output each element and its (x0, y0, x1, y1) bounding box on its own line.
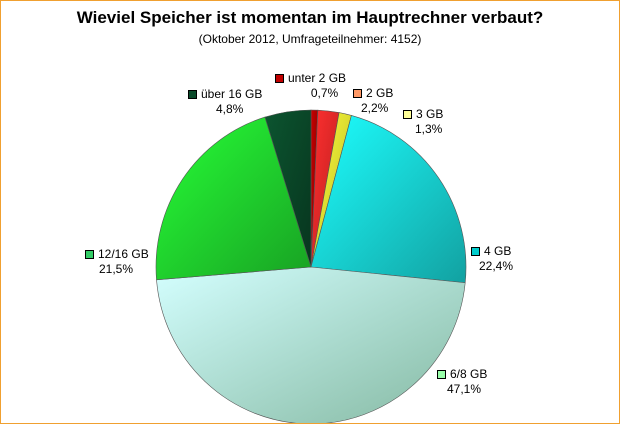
legend-swatch (188, 90, 197, 99)
slice-label-ueber-16gb: über 16 GB 4,8% (188, 87, 262, 117)
slice-label-text: über 16 GB (201, 87, 263, 101)
slice-percent: 1,3% (415, 122, 443, 136)
legend-swatch (85, 250, 94, 259)
pie-slice-4-gb (310, 115, 467, 284)
slice-label-unter-2gb: unter 2 GB 0,7% (275, 71, 346, 101)
pie-slice--ber-16-gb (264, 109, 312, 268)
slice-label-text: 6/8 GB (450, 367, 488, 381)
slice-label-2gb: 2 GB 2,2% (353, 86, 393, 116)
slice-label-text: 2 GB (366, 86, 394, 100)
slice-label-12-16gb: 12/16 GB 21,5% (85, 247, 149, 277)
slice-percent: 21,5% (99, 262, 134, 276)
slice-label-text: 4 GB (484, 244, 512, 258)
slice-percent: 47,1% (447, 382, 482, 396)
slice-label-6-8gb: 6/8 GB 47,1% (437, 367, 487, 397)
slice-label-text: 12/16 GB (98, 247, 149, 261)
legend-swatch (437, 370, 446, 379)
slice-percent: 22,4% (479, 259, 514, 273)
legend-swatch (353, 89, 362, 98)
slice-label-text: 3 GB (416, 107, 444, 121)
slice-label-3gb: 3 GB 1,3% (403, 107, 443, 137)
slice-percent: 2,2% (361, 101, 389, 115)
chart-subtitle: (Oktober 2012, Umfrageteilnehmer: 4152) (198, 32, 422, 46)
legend-swatch (471, 247, 480, 256)
legend-swatch (275, 74, 284, 83)
slice-percent: 0,7% (310, 86, 339, 100)
slice-label-4gb: 4 GB 22,4% (471, 244, 513, 274)
slice-percent: 4,8% (216, 102, 244, 116)
slice-label-text: unter 2 GB (288, 71, 347, 85)
pie-slice-12-16-gb (155, 116, 312, 281)
pie-slice-6-8-gb (156, 266, 466, 423)
legend-swatch (403, 110, 412, 119)
chart-title: Wieviel Speicher ist momentan im Hauptre… (76, 8, 544, 27)
